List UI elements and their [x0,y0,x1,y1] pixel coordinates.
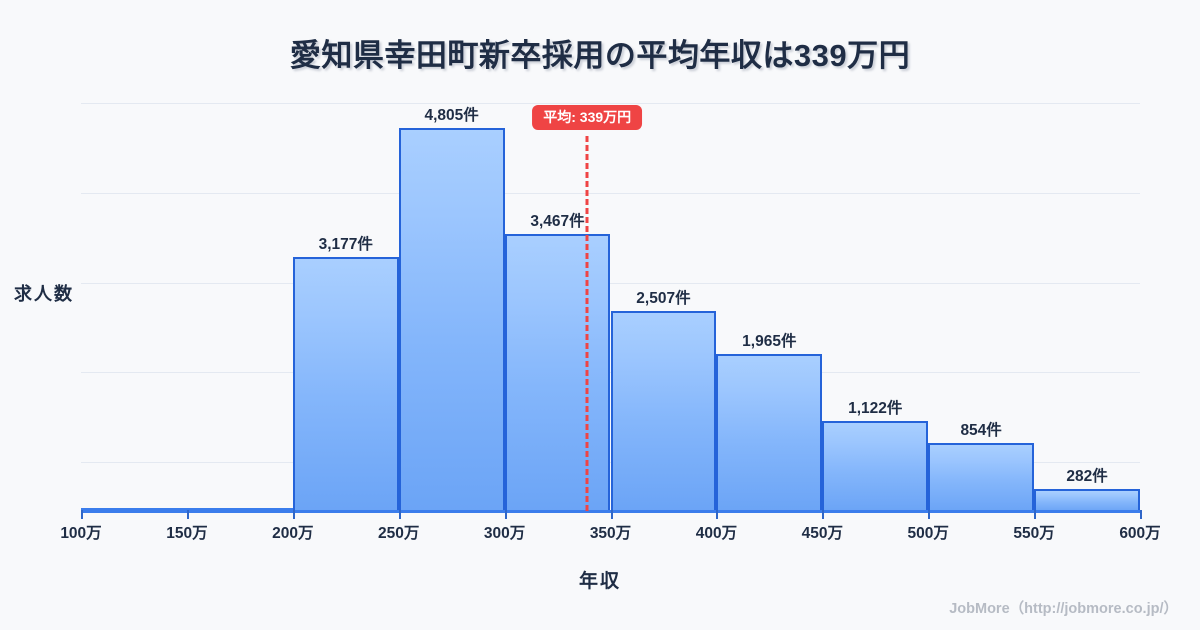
x-axis-tick [292,510,295,519]
bar[interactable]: 282件 [1034,468,1140,511]
x-axis-tick [928,510,931,519]
page-title: 愛知県幸田町新卒採用の平均年収は339万円 [289,38,911,73]
x-axis-tick-label: 200万 [272,525,314,542]
bar[interactable]: 4,805件 [398,107,505,511]
x-axis-tick [398,510,401,519]
bar[interactable] [186,508,293,511]
bar-value-label: 1,965件 [742,333,797,351]
x-axis-tick-label: 100万 [60,525,102,542]
x-axis-tick [504,510,507,519]
x-axis-tick [81,510,83,519]
x-axis-tick [822,510,825,519]
x-axis-tick-label: 450万 [801,525,843,542]
x-axis-tick-label: 600万 [1119,525,1161,542]
bar-value-label: 854件 [960,421,1002,439]
footer-credit: JobMore（http://jobmore.co.jp/） [949,601,1178,617]
bar-value-label: 3,177件 [318,236,373,254]
bar-value-label: 4,805件 [424,106,479,124]
gridline [81,192,1140,194]
x-axis-tick [1140,510,1142,519]
x-axis-title: 年収 [578,571,621,592]
x-axis-tick-label: 350万 [589,525,632,542]
bar[interactable]: 2,507件 [610,290,717,511]
average-line [585,136,589,511]
plot-area: 3,177件 4,805件 3,467件 2,507件 1,965件 1,122件 854件… [81,95,1140,511]
x-axis-tick-label: 500万 [907,525,949,542]
x-axis-tick [1034,510,1037,519]
bar[interactable]: 1,122件 [822,400,929,511]
bar-value-label: 282件 [1066,467,1108,485]
bar[interactable]: 3,467件 [504,213,611,511]
bar[interactable]: 1,965件 [716,333,823,511]
x-axis-tick-label: 400万 [695,525,738,542]
x-axis-tick-label: 150万 [166,525,208,542]
average-badge: 平均: 339万円 [532,105,643,130]
bar-value-label: 1,122件 [848,400,903,418]
y-axis-title: 求人数 [14,284,74,304]
bar[interactable]: 3,177件 [292,236,399,511]
x-axis-tick-label: 250万 [378,525,420,542]
x-axis-tick [186,510,189,519]
bar[interactable]: 854件 [928,422,1035,511]
x-axis-tick [716,510,719,519]
gridline [81,102,1140,104]
bar[interactable] [81,508,187,511]
x-axis-tick [610,510,613,519]
gridline [81,282,1140,284]
bar-value-label: 2,507件 [636,289,691,307]
bar-value-label: 3,467件 [530,213,585,231]
x-axis-tick-label: 550万 [1013,525,1055,542]
x-axis-tick-label: 300万 [483,525,526,542]
